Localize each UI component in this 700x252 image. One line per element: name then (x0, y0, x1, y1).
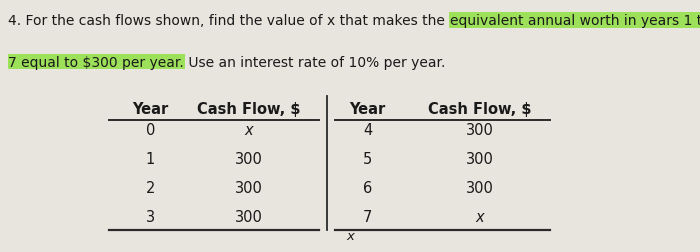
Text: 2: 2 (146, 181, 155, 196)
Text: 300: 300 (466, 152, 493, 167)
Text: 300: 300 (234, 181, 262, 196)
Text: equivalent annual worth in years 1 through: equivalent annual worth in years 1 throu… (449, 14, 700, 28)
Text: 300: 300 (466, 181, 493, 196)
Text: 300: 300 (234, 210, 262, 225)
Text: 3: 3 (146, 210, 155, 225)
Text: Year: Year (132, 102, 169, 117)
Text: 4. For the cash flows shown, find the value of x that makes the: 4. For the cash flows shown, find the va… (8, 14, 449, 28)
Text: x: x (475, 210, 484, 225)
Text: 1: 1 (146, 152, 155, 167)
Text: x: x (244, 123, 253, 138)
Text: 300: 300 (234, 152, 262, 167)
Text: Use an interest rate of 10% per year.: Use an interest rate of 10% per year. (184, 55, 445, 69)
Text: Cash Flow, $: Cash Flow, $ (197, 102, 300, 117)
Text: 300: 300 (466, 123, 493, 138)
Text: 6: 6 (363, 181, 372, 196)
Text: 7 equal to $300 per year.: 7 equal to $300 per year. (8, 55, 184, 69)
Text: 7: 7 (363, 210, 372, 225)
Text: 5: 5 (363, 152, 372, 167)
Text: Year: Year (349, 102, 386, 117)
Text: 0: 0 (146, 123, 155, 138)
Text: Cash Flow, $: Cash Flow, $ (428, 102, 531, 117)
Text: 4: 4 (363, 123, 372, 138)
Text: x: x (346, 229, 354, 242)
